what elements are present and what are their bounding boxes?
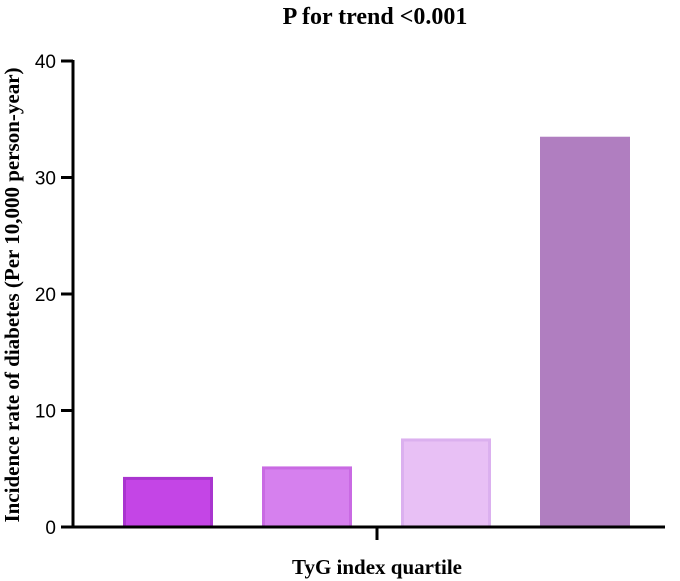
y-tick-label-20: 20 <box>35 285 56 306</box>
bars-group <box>123 136 630 529</box>
bar-1 <box>123 476 213 529</box>
y-tick-label-40: 40 <box>35 52 56 73</box>
x-axis <box>71 525 665 540</box>
chart-title: P for trend <0.001 <box>283 4 468 30</box>
bar-2 <box>262 466 352 529</box>
y-tick-label-30: 30 <box>35 169 56 190</box>
x-axis-label: TyG index quartile <box>292 555 462 579</box>
bar-4 <box>540 136 630 529</box>
y-axis-label: Incidence rate of diabetes (Per 10,000 p… <box>0 67 24 522</box>
bar-3 <box>401 438 491 529</box>
y-tick-label-0: 0 <box>45 518 56 539</box>
y-tick-label-10: 10 <box>35 402 56 423</box>
y-axis: 0 10 20 30 40 <box>35 52 75 539</box>
